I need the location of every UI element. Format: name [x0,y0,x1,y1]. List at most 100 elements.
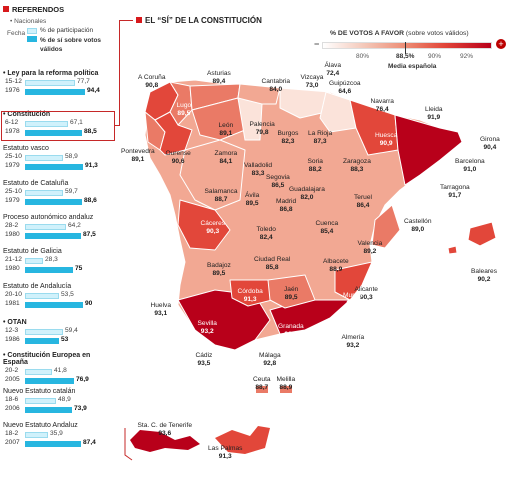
province-value: 90,3 [359,294,373,301]
participacion-value: 59,4 [65,327,78,334]
referendum-row: 18-6 48,9 [3,396,115,405]
province-label: Baleares 90,2 [471,268,497,284]
province-label: Barcelona 91,0 [455,158,485,174]
si-value: 76,9 [76,376,89,383]
participacion-bar [25,398,56,404]
province-label: Las Palmas 91,3 [208,445,242,461]
media-marker [405,42,406,54]
province-name: Sevilla [197,320,217,327]
referendum-item: Nuevo Estatuto catalán 18-6 48,9 2006 73,9 [3,388,115,414]
province-name: Teruel [354,194,372,201]
province-cordoba [229,279,273,307]
referendum-date: 1976 [5,87,20,94]
province-name: Toledo [256,226,276,233]
referendum-item: Nuevo Estatuto Andaluz 18-2 35,9 2007 87,4 [3,422,115,448]
province-value: 90,3 [206,228,220,235]
province-name: Vizcaya [300,74,324,81]
canarias-box [124,428,133,461]
province-label: Jaén 89,5 [284,286,298,302]
si-bar [25,338,59,344]
province-label: Segovia 86,5 [266,174,290,190]
province-value: 82,3 [281,138,295,145]
province-name: Alicante [354,286,378,293]
province-value: 85,4 [320,228,334,235]
referendum-row: 15-12 77,7 [3,78,115,87]
province-name: León [218,122,234,129]
participacion-bar [25,432,48,438]
province-value: 89,5 [284,294,298,301]
media-label: Media española [388,63,437,70]
province-value: 91,3 [218,453,232,460]
province-name: Cáceres [200,220,226,227]
province-las-palmas [215,426,270,454]
scale-title: % DE VOTOS A FAVOR (sobre votos válidos) [330,30,469,37]
province-label: Palencia 79,8 [250,121,275,137]
si-bar [25,441,81,447]
province-label: Huelva 93,1 [151,302,172,318]
province-name: Ceuta [253,376,271,383]
province-label: Vizcaya 73,0 [301,74,324,90]
province-value: 88,7 [214,196,228,203]
referendum-item: • Ley para la reforma política 15-12 77,7 1… [3,70,115,96]
referendum-item: Estatuto de Andalucía 20-10 53,5 1981 90 [3,283,115,309]
province-value: 86,4 [356,202,370,209]
connector-line-2 [114,125,120,126]
scale-tick-92: 92% [460,53,474,60]
province-basque [279,87,331,119]
province-zamora-salamanca [179,139,246,211]
province-name: Guipúzcoa [329,80,361,87]
legend-votos-label: % de sí sobre votos válidos [40,37,102,53]
province-navarra [319,91,357,133]
province-label: Pontevedra 89,1 [121,148,155,164]
si-bar [25,267,73,273]
participacion-value: 41,8 [54,367,67,374]
province-label: Granada 92,1 [278,323,304,339]
title-square-icon [136,17,142,23]
province-cantabria [237,83,281,105]
province-label: Cantabria 84,0 [262,78,291,94]
scale-tick-90: 90% [428,53,442,60]
referendum-date: 25-10 [5,188,22,195]
province-value: 79,8 [255,129,269,136]
referendum-date: 2005 [5,376,20,383]
province-palencia [237,97,263,141]
province-name: Cuenca [315,220,339,227]
referendum-date: 15-12 [5,78,22,85]
province-label: Cádiz 93,5 [196,352,213,368]
province-catalonia [394,114,463,186]
referendum-row: 20-10 53,5 [3,291,115,300]
province-name: Ciudad Real [254,256,291,263]
referendum-title: Estatuto de Cataluña [3,180,69,187]
si-value: 87,5 [83,231,96,238]
legend-votos-swatch [27,36,37,42]
province-label: Castellón 89,0 [404,218,432,234]
header-square-icon [3,6,9,12]
province-name: Albacete [323,258,349,265]
referendum-row: 1979 91,3 [3,162,115,171]
si-bar [25,407,72,413]
province-value: 88,3 [350,166,364,173]
si-value: 75 [75,265,83,272]
province-name: Girona [480,136,500,143]
referendum-date: 2006 [5,405,20,412]
province-label: Toledo 82,4 [257,226,276,242]
province-value: 91,0 [463,166,477,173]
referendum-title: Nuevo Estatuto Andaluz [3,422,78,429]
province-label: Zamora 84,1 [215,150,238,166]
province-name: Burgos [277,130,299,137]
referendum-item: Estatuto de Galicia 21-12 28,3 1980 75 [3,248,115,274]
referendums-header: REFERENDOS [3,5,64,14]
referendum-row: 1976 94,4 [3,87,115,96]
participacion-value: 58,9 [65,153,78,160]
province-value: 76,4 [375,106,389,113]
province-name: Palencia [249,121,275,128]
referendum-date: 21-12 [5,256,22,263]
province-value: 88,9 [329,266,343,273]
province-huesca [349,99,399,156]
referendum-row: 18-2 35,9 [3,430,115,439]
province-baleares-2 [447,245,458,255]
province-label: Sevilla 93,2 [198,320,217,336]
province-name: Badajoz [207,262,231,269]
province-label: Sta. C. de Tenerife 93,6 [138,422,193,438]
